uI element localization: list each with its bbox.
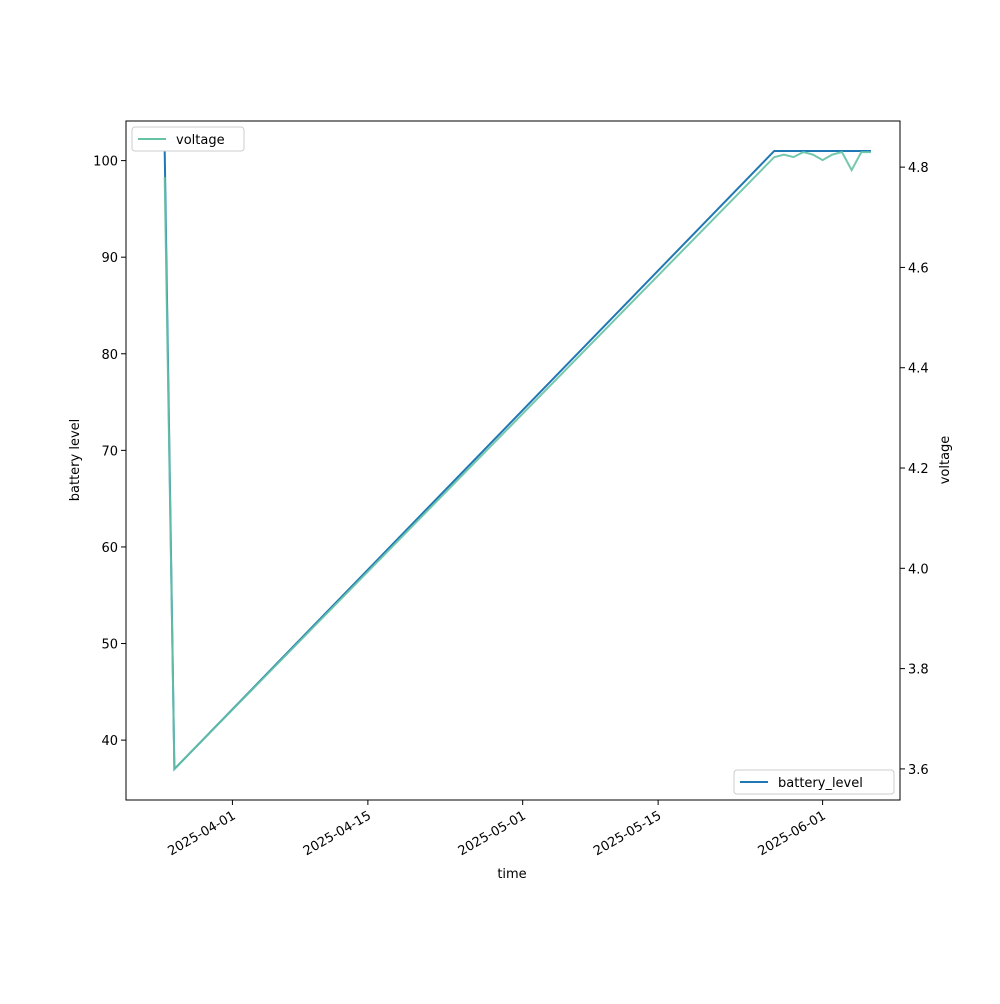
x-tick-label: 2025-05-01 xyxy=(456,808,529,859)
x-tick-label: 2025-06-01 xyxy=(756,808,829,859)
y2-tick-label: 4.2 xyxy=(908,462,929,477)
legend-label: voltage xyxy=(176,133,225,148)
y2-axis-label: voltage xyxy=(938,436,953,485)
y2-tick-label: 4.8 xyxy=(908,161,929,176)
x-tick-label: 2025-04-15 xyxy=(301,808,374,859)
legend-box xyxy=(131,126,245,152)
y-tick-label: 90 xyxy=(101,251,118,266)
y-tick-label: 80 xyxy=(101,348,118,363)
y-tick-label: 50 xyxy=(101,638,118,653)
y-tick-label: 70 xyxy=(101,444,118,459)
y2-tick-label: 4.0 xyxy=(908,562,929,577)
x-tick-label: 2025-05-15 xyxy=(591,808,664,859)
y2-tick-label: 4.4 xyxy=(908,362,929,377)
y2-tick-label: 3.6 xyxy=(908,763,929,778)
x-tick-label: 2025-04-01 xyxy=(165,808,238,859)
series-line xyxy=(163,150,871,772)
y2-tick-label: 4.6 xyxy=(908,261,929,276)
y-tick-label: 40 xyxy=(101,734,118,749)
series-line xyxy=(163,149,871,772)
plot-frame xyxy=(125,120,901,801)
y-tick-label: 100 xyxy=(93,155,118,170)
x-axis-label: time xyxy=(497,867,526,882)
legend-label: battery_level xyxy=(778,776,863,791)
y-axis-label: battery level xyxy=(68,419,83,502)
legend-box xyxy=(733,769,895,795)
y-tick-label: 60 xyxy=(101,541,118,556)
y2-tick-label: 3.8 xyxy=(908,663,929,678)
